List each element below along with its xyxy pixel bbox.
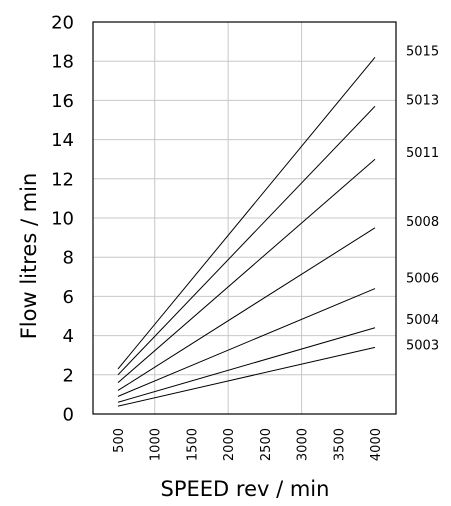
y-tick-label: 18 xyxy=(51,52,74,73)
x-tick-label: 3500 xyxy=(332,428,347,461)
series-lines xyxy=(117,56,376,407)
series-label-5006: 5006 xyxy=(406,272,439,287)
y-tick-label: 16 xyxy=(51,91,74,112)
grid xyxy=(93,22,396,414)
x-tick-label: 500 xyxy=(112,428,127,453)
y-tick-label: 4 xyxy=(63,326,74,347)
tick-labels: 0 2 4 6 8 10 12 14 16 18 20 500 1000 1500 2000 2500 3000… xyxy=(51,13,384,462)
x-tick-label: 3000 xyxy=(296,428,311,461)
y-tick-label: 8 xyxy=(63,248,74,269)
y-tick-label: 10 xyxy=(51,209,74,230)
series-line-5013 xyxy=(117,105,376,376)
x-tick-label: 2500 xyxy=(259,428,274,461)
y-tick-label: 20 xyxy=(51,13,74,34)
series-label-5003: 5003 xyxy=(406,338,439,353)
series-line-5011 xyxy=(117,158,376,384)
y-tick-label: 2 xyxy=(63,365,74,386)
plot-frame xyxy=(92,21,397,415)
x-axis-title: SPEED rev / min xyxy=(161,477,330,501)
series-line-5015 xyxy=(117,56,376,370)
series-labels: 5015 5013 5011 5008 5006 5004 5003 xyxy=(406,44,439,353)
x-tick-label: 2000 xyxy=(222,428,237,461)
series-line-5008 xyxy=(117,227,376,391)
series-label-5004: 5004 xyxy=(406,313,439,328)
y-tick-label: 12 xyxy=(51,169,74,190)
series-label-5011: 5011 xyxy=(406,146,439,161)
y-tick-label: 0 xyxy=(63,405,74,426)
x-tick-label: 1000 xyxy=(149,428,164,461)
series-line-5004 xyxy=(117,327,376,403)
y-tick-label: 6 xyxy=(63,287,74,308)
series-label-5013: 5013 xyxy=(406,93,439,108)
series-line-5006 xyxy=(117,288,376,397)
y-tick-label: 14 xyxy=(51,130,74,151)
series-label-5015: 5015 xyxy=(406,44,439,59)
series-label-5008: 5008 xyxy=(406,215,439,230)
series-line-5003 xyxy=(117,346,376,407)
y-axis-title: Flow litres / min xyxy=(17,173,41,340)
x-tick-label: 1500 xyxy=(185,428,200,461)
axes xyxy=(92,21,397,415)
x-tick-label: 4000 xyxy=(369,428,384,461)
